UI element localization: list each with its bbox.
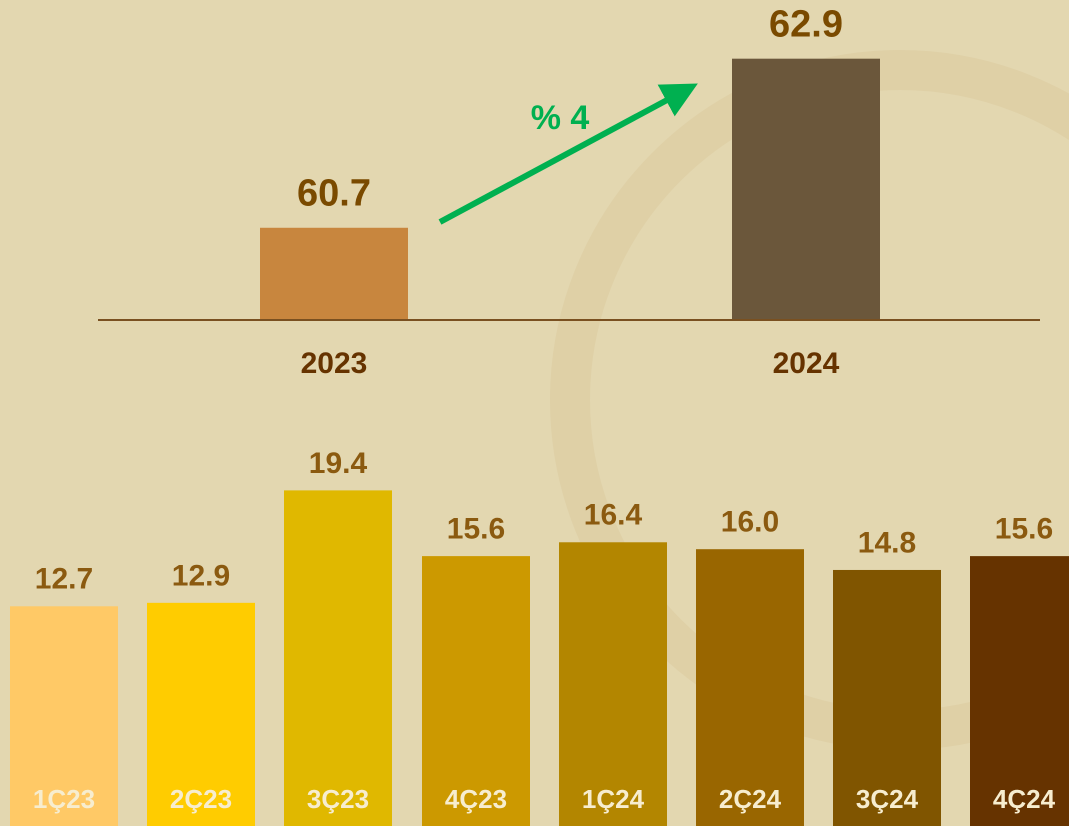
value-label: 16.0: [721, 506, 779, 539]
bar: [284, 490, 392, 826]
value-label: 15.6: [447, 513, 505, 546]
bar: [422, 556, 530, 826]
annotation: % 4: [531, 99, 590, 137]
value-label: 16.4: [584, 499, 643, 532]
bar: [10, 606, 118, 826]
value-label: 62.9: [769, 3, 843, 45]
x-tick-label: 2023: [301, 347, 368, 380]
x-tick-label: 3Ç23: [307, 784, 369, 814]
bar: [732, 58, 880, 320]
x-tick-label: 2024: [773, 347, 840, 380]
x-tick-label: 2Ç24: [719, 784, 782, 814]
x-tick-label: 2Ç23: [170, 784, 232, 814]
value-label: 12.7: [35, 563, 93, 596]
x-tick-label: 4Ç24: [993, 784, 1056, 814]
value-label: 12.9: [172, 559, 230, 592]
x-tick-label: 1Ç23: [33, 784, 95, 814]
bar: [559, 542, 667, 826]
bar: [260, 227, 408, 320]
bar: [833, 569, 941, 826]
bar: [970, 556, 1069, 826]
bar: [696, 549, 804, 826]
value-label: 19.4: [309, 447, 368, 480]
value-label: 14.8: [858, 526, 916, 559]
bar: [147, 602, 255, 826]
x-tick-label: 3Ç24: [856, 784, 919, 814]
growth-arrow: [438, 83, 698, 225]
value-label: 60.7: [297, 173, 371, 215]
x-tick-label: 1Ç24: [582, 784, 645, 814]
x-tick-label: 4Ç23: [445, 784, 507, 814]
value-label: 15.6: [995, 513, 1053, 546]
